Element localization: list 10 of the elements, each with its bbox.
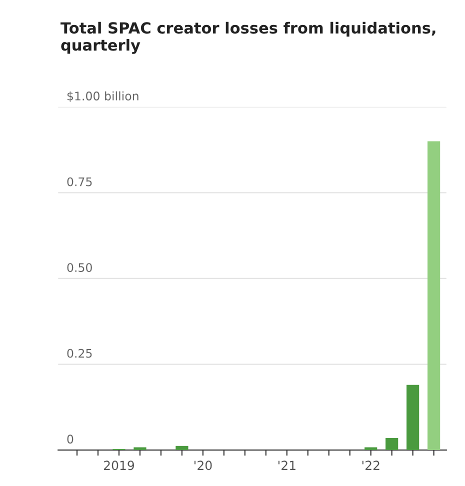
y-tick-label: 0.50 — [67, 263, 92, 272]
x-tick-label: '21 — [278, 460, 296, 470]
x-tick-label: '20 — [194, 460, 212, 470]
y-tick-label: 0.25 — [67, 348, 92, 358]
x-tick-label: 2019 — [104, 460, 134, 470]
y-tick-label: 0.75 — [67, 177, 92, 186]
y-tick-label: $1.00 billion — [67, 91, 138, 102]
x-tick-label: '22 — [362, 460, 380, 470]
chart-title: Total SPAC creator losses from liquidations, quarterly — [60, 22, 436, 54]
y-tick-label: 0 — [67, 434, 74, 444]
